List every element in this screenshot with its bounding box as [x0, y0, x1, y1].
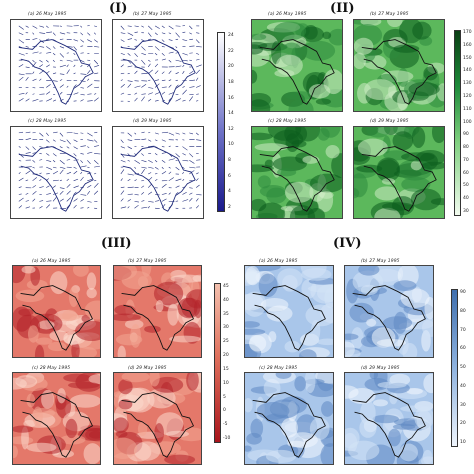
colorbar-tick-label: 0 — [223, 408, 226, 414]
colorbar-tick-label: 80 — [460, 308, 466, 314]
colorbar-tick-label: 70 — [460, 327, 466, 333]
quadrant-label-II: (II) — [330, 1, 355, 16]
wind-vector-map-panel — [112, 126, 204, 219]
panel-title: (c) 28 May 1995 — [32, 366, 71, 371]
temperature-map-panel — [12, 372, 101, 465]
panel-title: (d) 29 May 1995 — [128, 366, 167, 371]
colorbar-tick-label: 15 — [223, 366, 229, 372]
panel-title: (a) 26 May 1995 — [268, 12, 307, 17]
colorbar-tick-label: 10 — [228, 142, 234, 148]
colorbar-tick-label: -5 — [223, 422, 228, 428]
panel-title: (a) 26 May 1995 — [32, 259, 71, 264]
colorbar-tick-label: 20 — [228, 64, 234, 70]
panel-title: (b) 27 May 1995 — [133, 12, 172, 17]
colorbar-tick-label: 100 — [463, 119, 472, 125]
colorbar-tick-label: 130 — [463, 81, 472, 87]
colorbar-tick-label: 30 — [460, 402, 466, 408]
panel-title: (d) 29 May 1995 — [361, 366, 400, 371]
colorbar-tick-label: 12 — [228, 126, 234, 132]
panel-title: (d) 29 May 1995 — [370, 119, 409, 124]
colorbar-tick-label: 16 — [228, 95, 234, 101]
quadrant-label-I: (I) — [109, 1, 128, 16]
humidity-map-panel — [344, 265, 434, 358]
colorbar-tick-label: 25 — [223, 339, 229, 345]
panel-title: (b) 27 May 1995 — [370, 12, 409, 17]
temperature-map-panel — [113, 372, 202, 465]
panel-title: (c) 28 May 1995 — [28, 119, 67, 124]
colorbar-tick-label: 4 — [228, 189, 231, 195]
colorbar-tick-label: 40 — [460, 383, 466, 389]
colorbar-tick-label: 35 — [223, 311, 229, 317]
rainfall-map-panel — [353, 19, 445, 112]
panel-title: (a) 26 May 1995 — [28, 12, 67, 17]
rainfall-map-panel — [353, 126, 445, 219]
colorbar-tick-label: 20 — [460, 421, 466, 427]
colorbar-tick-label: 140 — [463, 68, 472, 74]
panel-title: (c) 28 May 1995 — [259, 366, 298, 371]
rainfall-map-panel — [251, 19, 343, 112]
panel-title: (b) 27 May 1995 — [361, 259, 400, 264]
colorbar-tick-label: 170 — [463, 30, 472, 35]
colorbar — [451, 289, 458, 447]
colorbar-tick-label: 160 — [463, 42, 472, 48]
panel-title: (a) 26 May 1995 — [259, 259, 298, 264]
colorbar-tick-label: 8 — [228, 158, 231, 164]
quadrant-label-III: (III) — [101, 236, 132, 251]
humidity-map-panel — [344, 372, 434, 465]
colorbar-tick-label: 40 — [463, 196, 469, 202]
colorbar-tick-label: 20 — [223, 353, 229, 359]
wind-vector-map-panel — [10, 19, 102, 112]
colorbar-tick-label: 50 — [460, 365, 466, 370]
colorbar-tick-label: 40 — [223, 297, 229, 303]
colorbar-tick-label: 80 — [463, 145, 469, 151]
colorbar-tick-label: 2 — [228, 205, 231, 210]
panel-title: (b) 27 May 1995 — [128, 259, 167, 264]
colorbar-tick-label: 24 — [228, 33, 234, 38]
panel-title: (d) 29 May 1995 — [133, 119, 172, 124]
humidity-map-panel — [244, 265, 334, 358]
colorbar — [214, 283, 221, 443]
colorbar-tick-label: 90 — [460, 290, 466, 295]
colorbar-tick-label: 60 — [463, 170, 469, 176]
colorbar-tick-label: 120 — [463, 93, 472, 99]
colorbar-tick-label: 50 — [463, 183, 469, 189]
colorbar — [454, 30, 461, 216]
colorbar-tick-label: 30 — [463, 209, 469, 214]
colorbar-tick-label: 6 — [228, 173, 231, 179]
colorbar-tick-label: 90 — [463, 132, 469, 138]
colorbar-tick-label: 10 — [223, 380, 229, 386]
colorbar-tick-label: 10 — [460, 440, 466, 445]
quadrant-label-IV: (IV) — [333, 236, 362, 251]
temperature-map-panel — [12, 265, 101, 358]
rainfall-map-panel — [251, 126, 343, 219]
colorbar-tick-label: 45 — [223, 284, 229, 289]
colorbar-tick-label: -10 — [223, 436, 231, 441]
temperature-map-panel — [113, 265, 202, 358]
colorbar-tick-label: 5 — [223, 394, 226, 400]
colorbar-tick-label: 30 — [223, 325, 229, 331]
wind-vector-map-panel — [112, 19, 204, 112]
wind-vector-map-panel — [10, 126, 102, 219]
colorbar-tick-label: 22 — [228, 48, 234, 54]
humidity-map-panel — [244, 372, 334, 465]
colorbar-tick-label: 14 — [228, 111, 234, 117]
colorbar-tick-label: 110 — [463, 106, 472, 112]
panel-title: (c) 28 May 1995 — [268, 119, 307, 124]
colorbar — [217, 32, 225, 212]
colorbar-tick-label: 18 — [228, 79, 234, 85]
colorbar-tick-label: 70 — [463, 157, 469, 163]
colorbar-tick-label: 150 — [463, 55, 472, 61]
colorbar-tick-label: 60 — [460, 346, 466, 352]
